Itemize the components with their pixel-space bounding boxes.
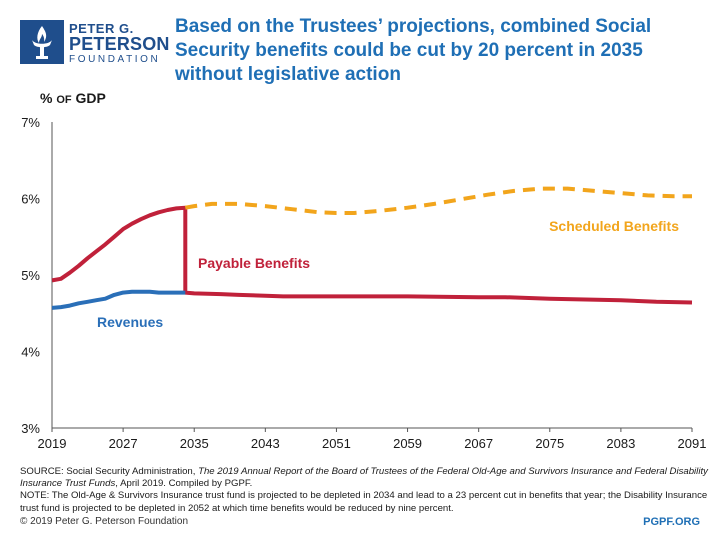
payable-benefits-label: Payable Benefits [198, 255, 310, 271]
copyright: © 2019 Peter G. Peterson Foundation [20, 516, 189, 527]
source-title: The 2019 Annual Report of the Board of T… [20, 466, 708, 490]
y-tick-label: 6% [21, 192, 40, 207]
scheduled-benefits-line [184, 186, 692, 215]
y-axis-label-prefix: % [40, 90, 56, 106]
x-tick-label: 2091 [678, 436, 707, 451]
revenues-line [51, 289, 186, 310]
y-axis-label-suffix: GDP [72, 90, 106, 106]
chart-axes: % OF GDP 3% 4% 5% 6% 7% 2019 2027 2035 2043 2051 20… [21, 90, 706, 451]
line-chart: % OF GDP 3% 4% 5% 6% 7% 2019 2027 2035 2043 2051 20… [21, 90, 706, 451]
pgpf-logo: PETER G. PETERSON FOUNDATION [20, 20, 169, 76]
footnote: SOURCE: Social Security Administration, … [20, 466, 710, 515]
chart-labels: Payable Benefits Scheduled Benefits Revenu… [97, 218, 679, 330]
source-suffix: , April 2019. Compiled by PGPF. [115, 478, 253, 490]
x-tick-label: 2043 [251, 436, 280, 451]
y-tick-label: 4% [21, 345, 40, 360]
x-tick-label: 2051 [322, 436, 351, 451]
y-axis-label: % OF GDP [40, 90, 106, 106]
y-tick-label: 5% [21, 268, 40, 283]
note-text: NOTE: The Old-Age & Survivors Insurance … [20, 490, 708, 514]
source-prefix: SOURCE: Social Security Administration, [20, 466, 199, 477]
revenues-label: Revenues [97, 314, 163, 330]
scheduled-benefits-label: Scheduled Benefits [549, 218, 679, 234]
chart-series [51, 186, 693, 310]
logo-text-line1: PETER G. [69, 21, 134, 36]
y-tick-label: 7% [21, 115, 40, 130]
x-tick-label: 2067 [464, 436, 493, 451]
payable-benefits-line [51, 205, 693, 305]
x-tick-label: 2035 [180, 436, 209, 451]
x-tick-label: 2075 [535, 436, 564, 451]
site-link[interactable]: PGPF.ORG [643, 516, 700, 528]
x-tick-label: 2027 [109, 436, 138, 451]
y-tick-label: 3% [21, 421, 40, 436]
logo-text-line3: FOUNDATION [69, 54, 161, 65]
chart-title: Based on the Trustees’ projections, comb… [175, 16, 652, 85]
x-tick-label: 2083 [606, 436, 635, 451]
y-axis-label-small: OF [56, 94, 72, 106]
torch-logo-icon [20, 20, 64, 64]
x-tick-label: 2019 [38, 436, 67, 451]
logo-text-line2: PETERSON [69, 34, 170, 54]
x-tick-label: 2059 [393, 436, 422, 451]
